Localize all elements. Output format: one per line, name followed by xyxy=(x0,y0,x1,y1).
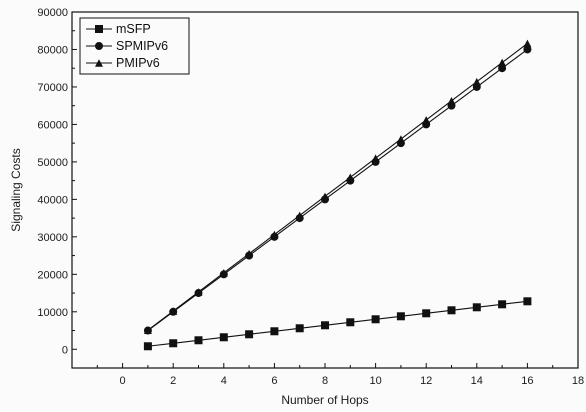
data-point xyxy=(422,116,431,124)
data-point xyxy=(523,45,532,54)
y-tick-label: 90000 xyxy=(37,7,68,19)
x-axis-title: Number of Hops xyxy=(281,393,368,407)
data-point xyxy=(396,135,405,143)
data-point xyxy=(270,230,279,239)
legend: mSFP SPMIPv6 PMIPv6 xyxy=(79,17,190,75)
x-tick-label: 18 xyxy=(572,375,584,387)
legend-marker xyxy=(95,25,103,33)
data-point xyxy=(194,336,203,345)
y-tick-label: 40000 xyxy=(37,194,68,206)
series-line xyxy=(147,43,528,331)
legend-marker xyxy=(95,59,103,67)
x-tick-label: 6 xyxy=(271,375,277,387)
x-tick-label: 16 xyxy=(521,375,533,387)
series-SPMIPv6 xyxy=(143,45,532,335)
series-group xyxy=(143,39,532,351)
data-point xyxy=(245,249,254,258)
series-mSFP xyxy=(143,297,532,351)
x-axis-ticks: 0 2 4 6 8 10 12 14 16 18 xyxy=(71,363,584,387)
x-tick-label: 8 xyxy=(322,375,328,387)
y-tick-label: 60000 xyxy=(37,119,68,131)
legend-item: SPMIPv6 xyxy=(86,39,168,53)
x-tick-label: 2 xyxy=(170,375,176,387)
data-point xyxy=(143,342,152,351)
data-point xyxy=(498,58,507,67)
legend-item: PMIPv6 xyxy=(86,56,160,70)
y-tick-label: 20000 xyxy=(37,269,68,281)
data-point xyxy=(447,306,456,315)
legend-label: PMIPv6 xyxy=(116,56,160,70)
x-tick-label: 0 xyxy=(120,375,126,387)
data-point xyxy=(472,303,481,312)
legend-marker xyxy=(95,42,103,50)
series-line xyxy=(147,300,528,347)
legend-label: mSFP xyxy=(116,22,151,36)
x-tick-label: 12 xyxy=(420,375,432,387)
x-tick-label: 4 xyxy=(221,375,227,387)
data-point xyxy=(346,318,355,327)
data-point xyxy=(371,154,380,162)
data-point xyxy=(346,173,355,182)
legend-item: mSFP xyxy=(86,22,151,36)
data-point xyxy=(396,312,405,321)
series-PMIPv6 xyxy=(143,39,532,334)
data-point xyxy=(169,339,178,348)
data-point xyxy=(245,330,254,339)
data-point xyxy=(523,297,532,306)
data-point xyxy=(169,307,178,315)
data-point xyxy=(523,39,532,48)
data-point xyxy=(219,269,228,277)
legend-label: SPMIPv6 xyxy=(116,39,168,53)
series-line xyxy=(147,49,528,331)
y-tick-label: 0 xyxy=(62,344,68,356)
data-point xyxy=(270,327,279,336)
data-point xyxy=(447,97,456,105)
data-point xyxy=(295,211,304,220)
data-point xyxy=(321,321,329,330)
y-tick-label: 30000 xyxy=(37,232,68,244)
y-tick-label: 10000 xyxy=(37,307,68,319)
data-point xyxy=(498,300,507,309)
data-point xyxy=(321,192,329,201)
data-point xyxy=(422,309,431,318)
y-axis-ticks: 0 10000 20000 30000 40000 50000 60000 70000 8000… xyxy=(37,7,77,356)
data-point xyxy=(371,315,380,324)
data-point xyxy=(143,326,152,334)
data-point xyxy=(194,288,203,296)
data-point xyxy=(295,324,304,333)
y-tick-label: 80000 xyxy=(37,44,68,56)
x-tick-label: 10 xyxy=(369,375,381,387)
y-tick-label: 70000 xyxy=(37,82,68,94)
x-tick-label: 14 xyxy=(471,375,483,387)
data-point xyxy=(219,333,228,342)
y-tick-label: 50000 xyxy=(37,157,68,169)
y-axis-title: Signaling Costs xyxy=(9,148,23,231)
data-point xyxy=(472,77,481,86)
